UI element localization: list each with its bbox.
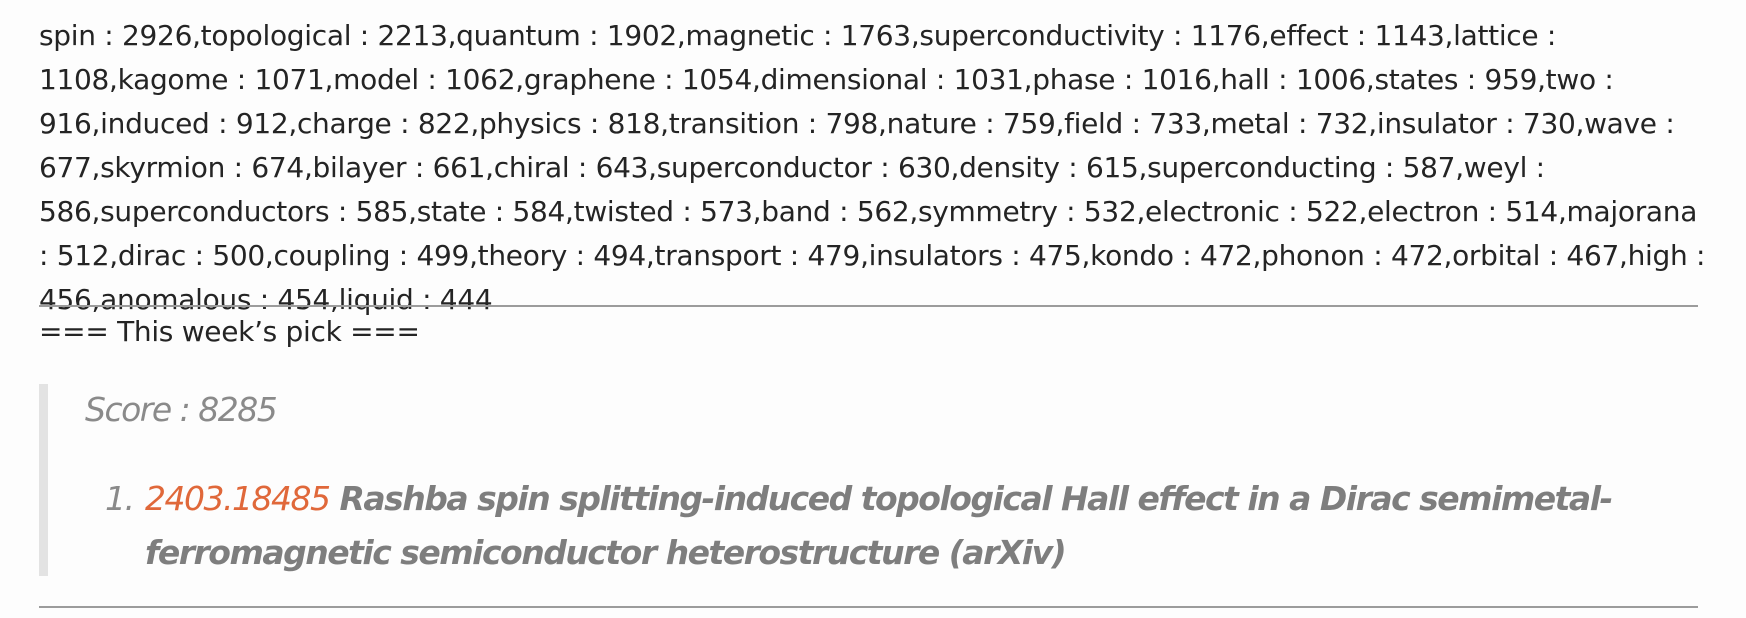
paper-title: Rashba spin splitting-induced topologica… xyxy=(145,479,1613,572)
weekly-pick-blockquote: Score : 8285 1. 2403.18485 Rashba spin s… xyxy=(39,384,1698,576)
list-number: 1. xyxy=(105,479,135,518)
word-frequency-list: spin : 2926,topological : 2213,quantum :… xyxy=(39,19,1706,316)
pick-item-body: 2403.18485 Rashba spin splitting-induced… xyxy=(105,472,1665,580)
pick-list-item: 1. 2403.18485 Rashba spin splitting-indu… xyxy=(105,472,1665,580)
horizontal-rule-bottom xyxy=(39,606,1698,608)
score-text: Score : 8285 xyxy=(85,390,278,429)
weekly-pick-heading: === This week’s pick === xyxy=(39,315,420,348)
horizontal-rule-top xyxy=(39,305,1698,307)
arxiv-id-link[interactable]: 2403.18485 xyxy=(145,479,331,518)
